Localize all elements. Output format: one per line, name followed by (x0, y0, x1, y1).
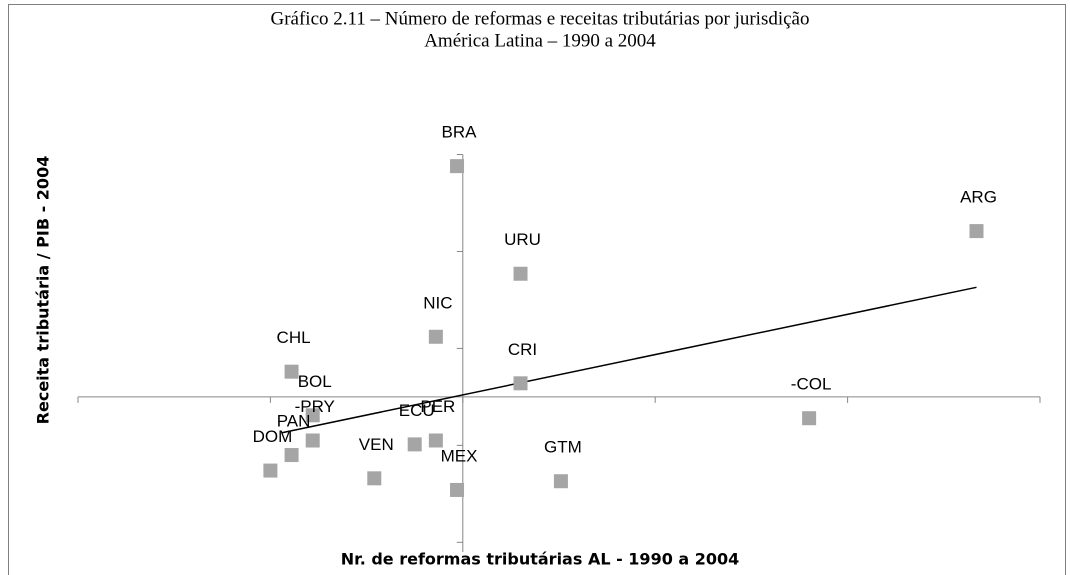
y-axis-label: Receita tributária / PIB - 2004 (34, 156, 53, 425)
point-label: GTM (544, 438, 582, 457)
point (553, 474, 568, 489)
point-label: DOM (253, 427, 293, 446)
point-label: URU (504, 230, 541, 249)
point-label: -PRY (295, 397, 335, 416)
chart-frame (8, 4, 1066, 575)
chart-subtitle: América Latina – 1990 a 2004 (424, 30, 656, 51)
point (284, 448, 299, 463)
point (969, 224, 984, 239)
point-label: NIC (423, 293, 452, 312)
point-label: PAN (277, 412, 311, 431)
point-label: CHL (277, 328, 311, 347)
point-label: VEN (359, 435, 394, 454)
point (407, 437, 422, 452)
point-label: -COL (791, 375, 832, 394)
point-label: CRI (508, 340, 537, 359)
point-label: PER (420, 397, 455, 416)
point-label: BRA (442, 123, 478, 142)
point (513, 266, 528, 281)
point (513, 376, 528, 391)
chart-title: Gráfico 2.11 – Número de reformas e rece… (270, 8, 809, 29)
point (450, 482, 465, 497)
point (284, 364, 299, 379)
point (450, 159, 465, 174)
point (263, 463, 278, 478)
point (428, 433, 443, 448)
point-label: MEX (441, 446, 478, 465)
point-label: BOL (298, 372, 332, 391)
x-axis-label: Nr. de reformas tributárias AL - 1990 a … (341, 550, 740, 569)
point-label: ECU (399, 401, 435, 420)
point (305, 433, 320, 448)
point (428, 329, 443, 344)
point-label: ARG (960, 188, 997, 207)
point (802, 411, 817, 426)
point (367, 471, 382, 486)
trend-line (281, 286, 977, 434)
point (305, 408, 320, 423)
